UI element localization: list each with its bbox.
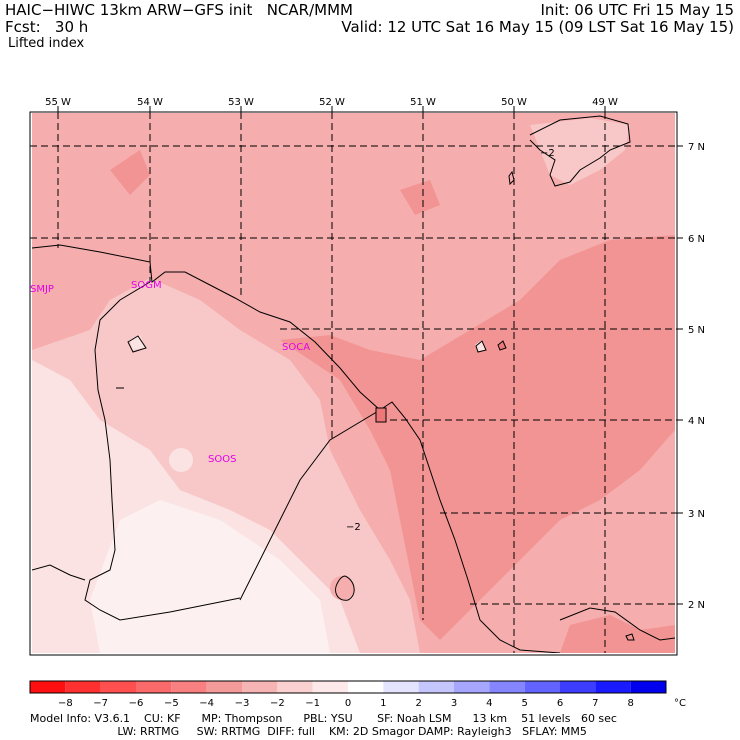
- lon-label: 53 W: [228, 97, 254, 108]
- colorbar-swatch: [312, 681, 348, 693]
- colorbar-tick-label: −7: [93, 698, 108, 709]
- model-info-line1: Model Info: V3.6.1 CU: KF MP: Thompson P…: [30, 712, 617, 725]
- colorbar-swatch: [418, 681, 454, 693]
- colorbar-tick-label: 5: [521, 698, 527, 709]
- model-title: HAIC−HIWC 13km ARW−GFS init NCAR/MMM: [5, 1, 353, 19]
- contour-label: −2: [346, 522, 361, 533]
- forecast-hour: Fcst: 30 h: [5, 18, 89, 36]
- colorbar-tick-labels: −8 −7 −6 −5 −4 −3 −2 −1 0 1 2 3 4 5 6 7 8: [58, 698, 634, 709]
- colorbar-tick-label: −1: [305, 698, 320, 709]
- colorbar-swatch: [65, 681, 101, 693]
- colorbar-swatch: [489, 681, 525, 693]
- colorbar-tick-label: 0: [345, 698, 351, 709]
- model-info-line2: LW: RRTMG SW: RRTMG DIFF: full KM: 2D Sm…: [30, 725, 587, 738]
- lat-label: 4 N: [688, 416, 705, 427]
- lon-label: 49 W: [592, 97, 618, 108]
- colorbar-tick-label: 7: [592, 698, 598, 709]
- lat-label: 5 N: [688, 325, 705, 336]
- colorbar-tick-label: 2: [415, 698, 421, 709]
- colorbar-swatch: [454, 681, 490, 693]
- station-label-soos: SOOS: [208, 454, 236, 465]
- colorbar-swatch: [206, 681, 242, 693]
- lat-label: 7 N: [688, 142, 705, 153]
- colorbar-tick-label: −8: [58, 698, 73, 709]
- init-time: Init: 06 UTC Fri 15 May 15: [540, 1, 734, 19]
- colorbar-unit: °C: [674, 698, 686, 709]
- lon-label: 55 W: [45, 97, 71, 108]
- colorbar-swatch: [383, 681, 419, 693]
- colorbar-swatch: [171, 681, 207, 693]
- field-name: Lifted index: [8, 36, 85, 51]
- colorbar-tick-label: −5: [164, 698, 179, 709]
- lat-label: 2 N: [688, 600, 705, 611]
- valid-time: Valid: 12 UTC Sat 16 May 15 (09 LST Sat …: [341, 18, 734, 36]
- lon-label: 52 W: [319, 97, 345, 108]
- colorbar-swatch: [30, 681, 66, 693]
- colorbar-tick-label: 8: [627, 698, 633, 709]
- lon-label: 51 W: [410, 97, 436, 108]
- colorbar-tick-label: 4: [486, 698, 492, 709]
- colorbar-swatch: [242, 681, 278, 693]
- colorbar-tick-label: −2: [270, 698, 285, 709]
- lat-label: 3 N: [688, 509, 705, 520]
- colorbar-swatch: [630, 681, 666, 693]
- colorbar-swatch: [348, 681, 384, 693]
- lifted-index-field: [32, 113, 675, 653]
- station-label-soca: SOCA: [282, 342, 310, 353]
- colorbar: [29, 680, 667, 694]
- colorbar-frame: [29, 680, 667, 694]
- lat-label: 6 N: [688, 234, 705, 245]
- lon-label: 54 W: [137, 97, 163, 108]
- colorbar-swatch: [136, 681, 172, 693]
- colorbar-swatch: [277, 681, 313, 693]
- station-label-smjp: SMJP: [30, 284, 54, 295]
- colorbar-tick-label: 3: [451, 698, 457, 709]
- colorbar-swatch: [524, 681, 560, 693]
- frame-ticks: [57, 106, 683, 605]
- colorbar-tick-label: −6: [129, 698, 144, 709]
- lon-label: 50 W: [501, 97, 527, 108]
- contour-lines: [32, 115, 675, 653]
- colorbar-tick-label: −4: [199, 698, 214, 709]
- contour-label: −2: [540, 148, 555, 159]
- colorbar-tick-label: −3: [235, 698, 250, 709]
- colorbar-tick-label: 1: [380, 698, 386, 709]
- lat-lon-grid: [30, 112, 677, 653]
- colorbar-swatch: [595, 681, 631, 693]
- station-label-sogm: SOGM: [131, 280, 162, 291]
- colorbar-swatch: [560, 681, 596, 693]
- colorbar-tick-label: 6: [557, 698, 563, 709]
- colorbar-swatch: [100, 681, 136, 693]
